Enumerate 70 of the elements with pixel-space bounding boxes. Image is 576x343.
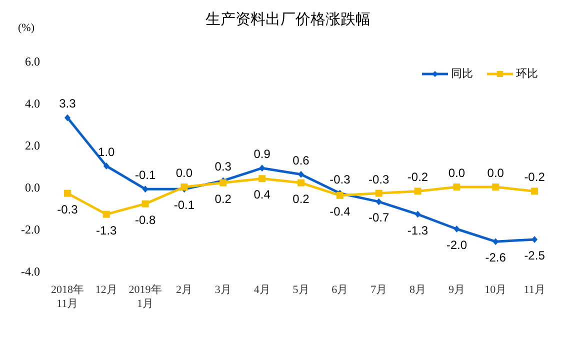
y-tick-label: 2.0 [25, 138, 40, 152]
point [142, 200, 149, 208]
point [454, 226, 460, 232]
point [298, 179, 304, 186]
point [532, 236, 538, 243]
x-tick-label: 2018年 11月 [50, 284, 84, 310]
point [103, 162, 110, 170]
data-label: -0.1 [134, 168, 156, 182]
data-label: -1.3 [407, 223, 428, 238]
x-tick-label: 11月 [524, 284, 546, 296]
point [64, 114, 70, 122]
data-label: -0.8 [134, 212, 156, 227]
y-tick-label: -2.0 [21, 222, 40, 236]
y-axis-title: (%) [18, 22, 34, 34]
point [414, 210, 421, 218]
data-label: -0.2 [407, 170, 428, 184]
data-label: 3.3 [59, 96, 76, 111]
point [180, 184, 188, 190]
data-label: -0.2 [524, 170, 546, 184]
data-label: -0.3 [330, 172, 351, 186]
data-label: -0.4 [330, 204, 351, 218]
point [64, 190, 71, 197]
data-label: 0.3 [214, 160, 232, 174]
data-label: 0.6 [292, 153, 310, 168]
data-label: 0.4 [254, 188, 271, 202]
data-label: 0.0 [176, 166, 193, 180]
data-label: 0.0 [487, 166, 504, 180]
point [258, 175, 266, 182]
point [492, 238, 499, 246]
x-tick-label: 8月 [410, 284, 426, 296]
data-label: -0.1 [174, 198, 195, 212]
point [298, 170, 304, 178]
data-label: 1.0 [98, 145, 116, 159]
data-label: -2.5 [524, 248, 546, 262]
point [531, 188, 538, 195]
x-tick-label: 5月 [292, 284, 310, 296]
point [453, 184, 460, 190]
data-label: 0.0 [448, 166, 466, 180]
data-label: 0.9 [254, 147, 271, 162]
x-tick-label: 10月 [484, 284, 507, 296]
y-tick-label: 4.0 [25, 96, 40, 110]
legend-label: 环比 [515, 66, 538, 81]
point [414, 188, 422, 195]
data-label: 0.2 [292, 192, 310, 206]
chart-title: 生产资料出厂价格涨跌幅 [206, 10, 370, 28]
x-tick-label: 7月 [370, 284, 388, 296]
point [376, 198, 382, 206]
x-tick-label: 3月 [214, 284, 232, 296]
data-label: -0.3 [368, 172, 390, 186]
legend-label: 同比 [450, 66, 473, 81]
point [102, 210, 110, 218]
point [492, 184, 500, 190]
x-tick-label: 6月 [332, 284, 348, 296]
point [375, 190, 382, 197]
y-tick-label: -4.0 [21, 264, 40, 278]
point [259, 164, 266, 172]
data-label: -2.0 [446, 238, 468, 252]
x-tick-label: 4月 [254, 284, 270, 296]
x-tick-label: 12月 [95, 284, 118, 296]
data-label: 0.2 [214, 192, 232, 206]
point [142, 186, 148, 193]
data-label: -0.7 [368, 210, 390, 225]
x-tick-label: 2月 [176, 284, 192, 296]
x-tick-label: 2019年 1月 [128, 284, 162, 310]
y-tick-label: 0.0 [25, 180, 40, 194]
data-label: -1.3 [96, 223, 118, 238]
data-label: -0.3 [57, 202, 78, 216]
x-tick-label: 9月 [448, 284, 465, 296]
y-tick-label: 6.0 [25, 54, 40, 68]
data-label: -2.6 [485, 250, 506, 265]
